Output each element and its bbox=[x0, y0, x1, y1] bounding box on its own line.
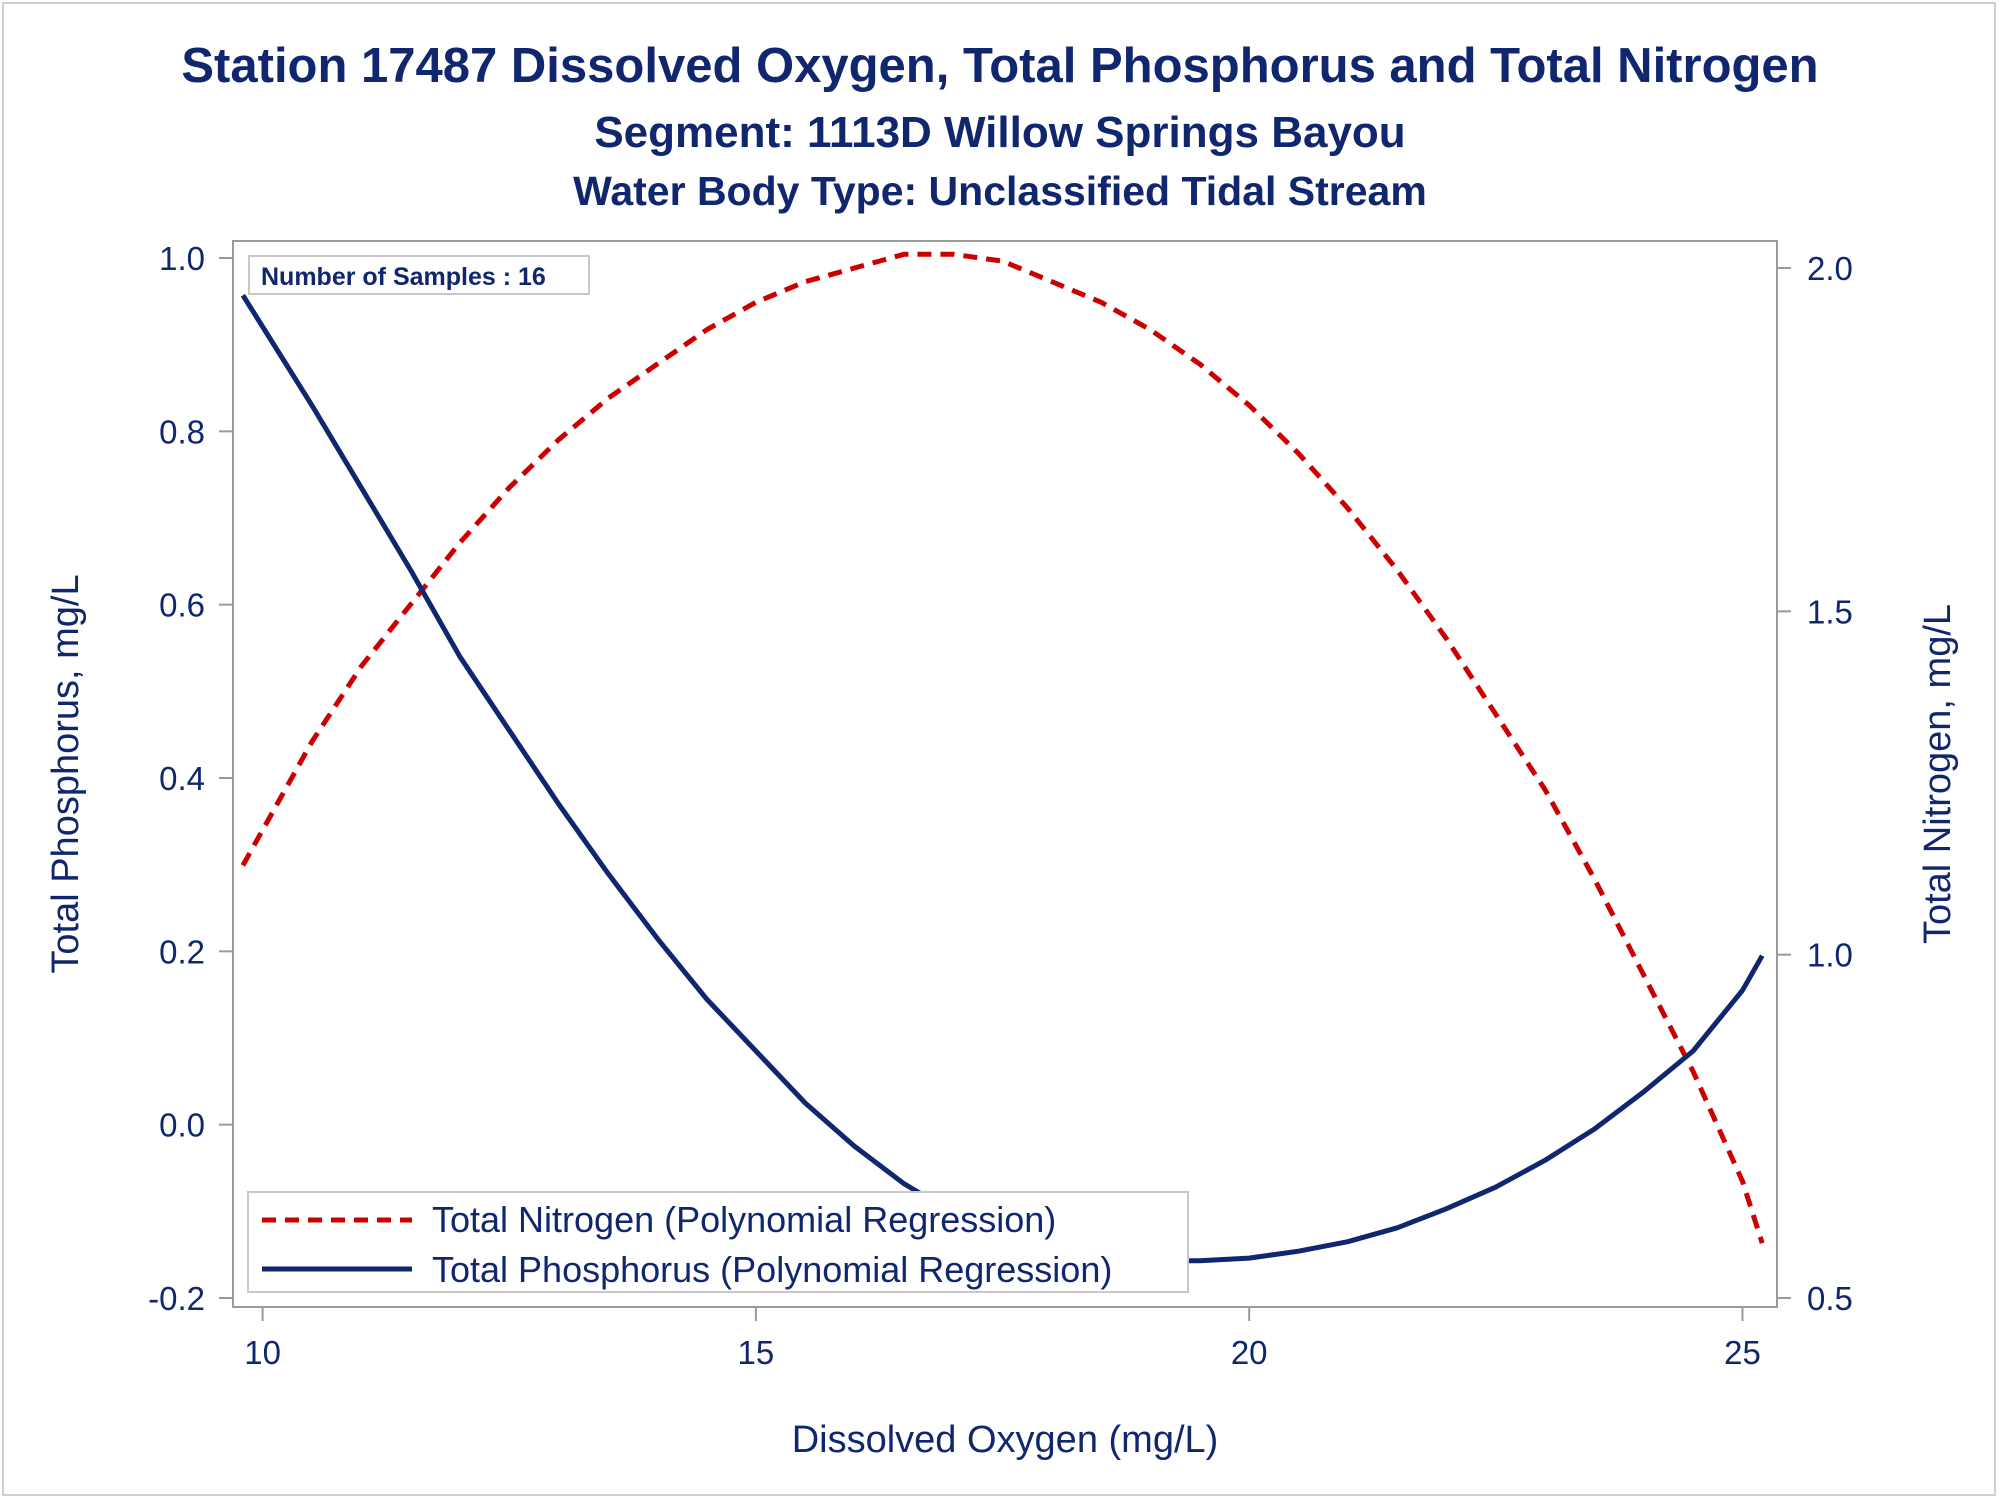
y2-tick-label: 1.5 bbox=[1807, 593, 1853, 630]
chart-subtitle-segment: Segment: 1113D Willow Springs Bayou bbox=[594, 108, 1406, 157]
legend-box bbox=[247, 1191, 1189, 1293]
y2-tick-label: 1.0 bbox=[1807, 937, 1853, 974]
x-tick-label: 15 bbox=[738, 1334, 775, 1371]
y-tick-label: 0.4 bbox=[159, 760, 205, 797]
x-axis: 10 15 20 25 bbox=[244, 1307, 1761, 1371]
sample-count-label: Number of Samples : 16 bbox=[261, 263, 546, 291]
legend-label-phosphorus: Total Phosphorus (Polynomial Regression) bbox=[432, 1249, 1112, 1290]
x-tick-label: 10 bbox=[244, 1334, 281, 1371]
legend-label-nitrogen: Total Nitrogen (Polynomial Regression) bbox=[432, 1199, 1056, 1240]
sample-count-inset: Number of Samples : 16 bbox=[248, 255, 590, 295]
y-axis-right: 0.5 1.0 1.5 2.0 bbox=[1777, 250, 1853, 1317]
chart-subtitle-waterbody: Water Body Type: Unclassified Tidal Stre… bbox=[573, 168, 1427, 214]
series-line-nitrogen bbox=[240, 251, 1765, 1244]
x-tick-label: 25 bbox=[1724, 1334, 1761, 1371]
x-axis-label: Dissolved Oxygen (mg/L) bbox=[792, 1419, 1219, 1461]
legend: Total Nitrogen (Polynomial Regression) T… bbox=[247, 1191, 1189, 1293]
y-axis-left: -0.2 0.0 0.2 0.4 0.6 0.8 1.0 bbox=[148, 240, 233, 1317]
y-tick-label: 0.8 bbox=[159, 413, 205, 450]
series-line-phosphorus bbox=[240, 293, 1765, 1264]
chart-title: Station 17487 Dissolved Oxygen, Total Ph… bbox=[181, 39, 1819, 93]
y-axis-label: Total Phosphorus, mg/L bbox=[45, 574, 87, 973]
y2-tick-label: 0.5 bbox=[1807, 1280, 1853, 1317]
y-tick-label: 0.0 bbox=[159, 1107, 205, 1144]
y-tick-label: -0.2 bbox=[148, 1280, 205, 1317]
y2-tick-label: 2.0 bbox=[1807, 250, 1853, 287]
y-tick-label: 0.6 bbox=[159, 587, 205, 624]
plot-area-frame bbox=[232, 240, 1778, 1308]
y-tick-label: 0.2 bbox=[159, 933, 205, 970]
x-tick-label: 20 bbox=[1231, 1334, 1268, 1371]
series-layer bbox=[240, 251, 1765, 1264]
y-tick-label: 1.0 bbox=[159, 240, 205, 277]
sample-count-box bbox=[248, 255, 590, 295]
y2-axis-label: Total Nitrogen, mg/L bbox=[1917, 604, 1959, 944]
